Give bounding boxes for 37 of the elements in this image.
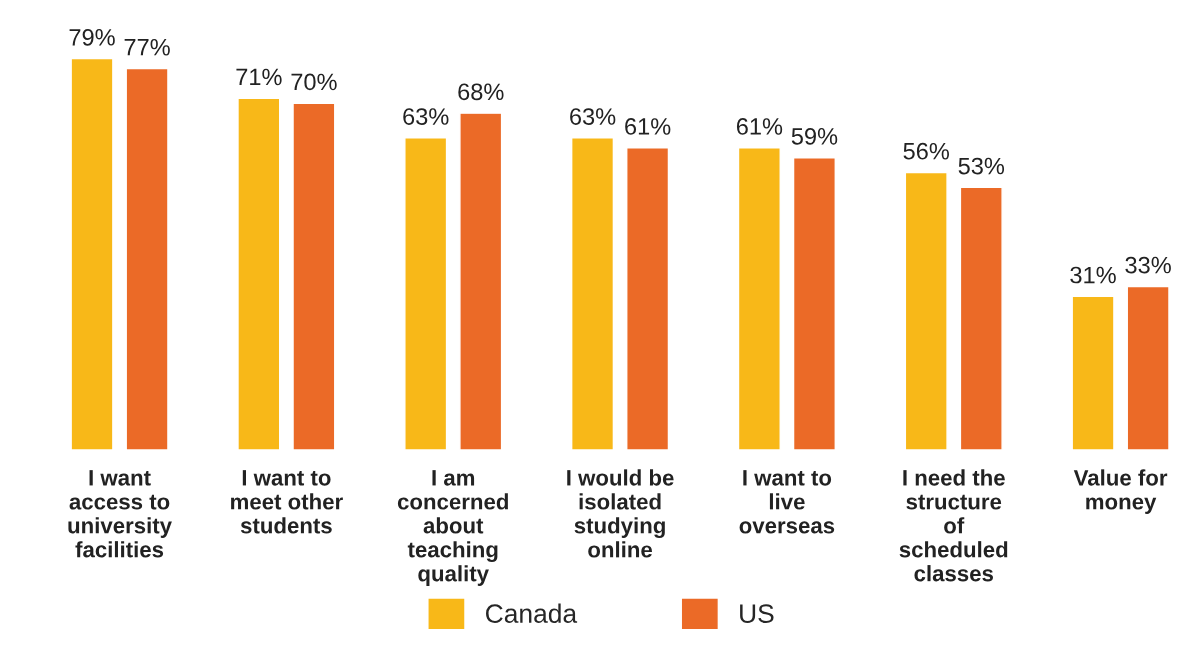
- x-tick-label: I want to live overseas: [739, 470, 835, 534]
- data-label: 70%: [291, 73, 337, 91]
- bar: [959, 186, 1003, 450]
- data-label: 68%: [458, 83, 504, 101]
- x-tick-label: I would be isolated studying online: [567, 469, 674, 558]
- x-tick-label: I need the structure of scheduled classes: [899, 469, 1008, 582]
- data-label: 71%: [236, 68, 282, 86]
- bar: [125, 67, 169, 450]
- x-tick-label: I want access to university facilities: [68, 470, 172, 558]
- bar: [404, 137, 448, 450]
- bar: [570, 137, 615, 450]
- bar: [904, 171, 948, 450]
- data-label: 59%: [791, 128, 838, 145]
- bar: [1126, 285, 1170, 450]
- x-tick-label: I want to meet other students: [231, 470, 343, 534]
- bar: [237, 97, 281, 450]
- x-tick-label: Value for money: [1073, 469, 1168, 514]
- data-label: 31%: [1070, 266, 1116, 284]
- data-label: 79%: [69, 28, 115, 46]
- legend-label: Canada: [486, 603, 578, 623]
- bar: [70, 57, 114, 450]
- data-label: 63%: [570, 108, 616, 125]
- data-label: 53%: [958, 157, 1005, 175]
- bar: [737, 147, 781, 450]
- data-label: 63%: [403, 108, 449, 125]
- data-label: 77%: [124, 38, 170, 56]
- bar: [1071, 295, 1115, 450]
- bar: [792, 157, 836, 450]
- legend-label: US: [740, 604, 774, 623]
- x-tick-label: I am concerned about teaching quality: [397, 470, 508, 586]
- data-label: 56%: [903, 142, 949, 160]
- bar: [292, 102, 336, 450]
- data-label: 33%: [1125, 256, 1171, 274]
- bar: [459, 112, 503, 450]
- data-label: 61%: [625, 118, 671, 135]
- bar: [626, 147, 670, 450]
- data-label: 61%: [736, 118, 783, 135]
